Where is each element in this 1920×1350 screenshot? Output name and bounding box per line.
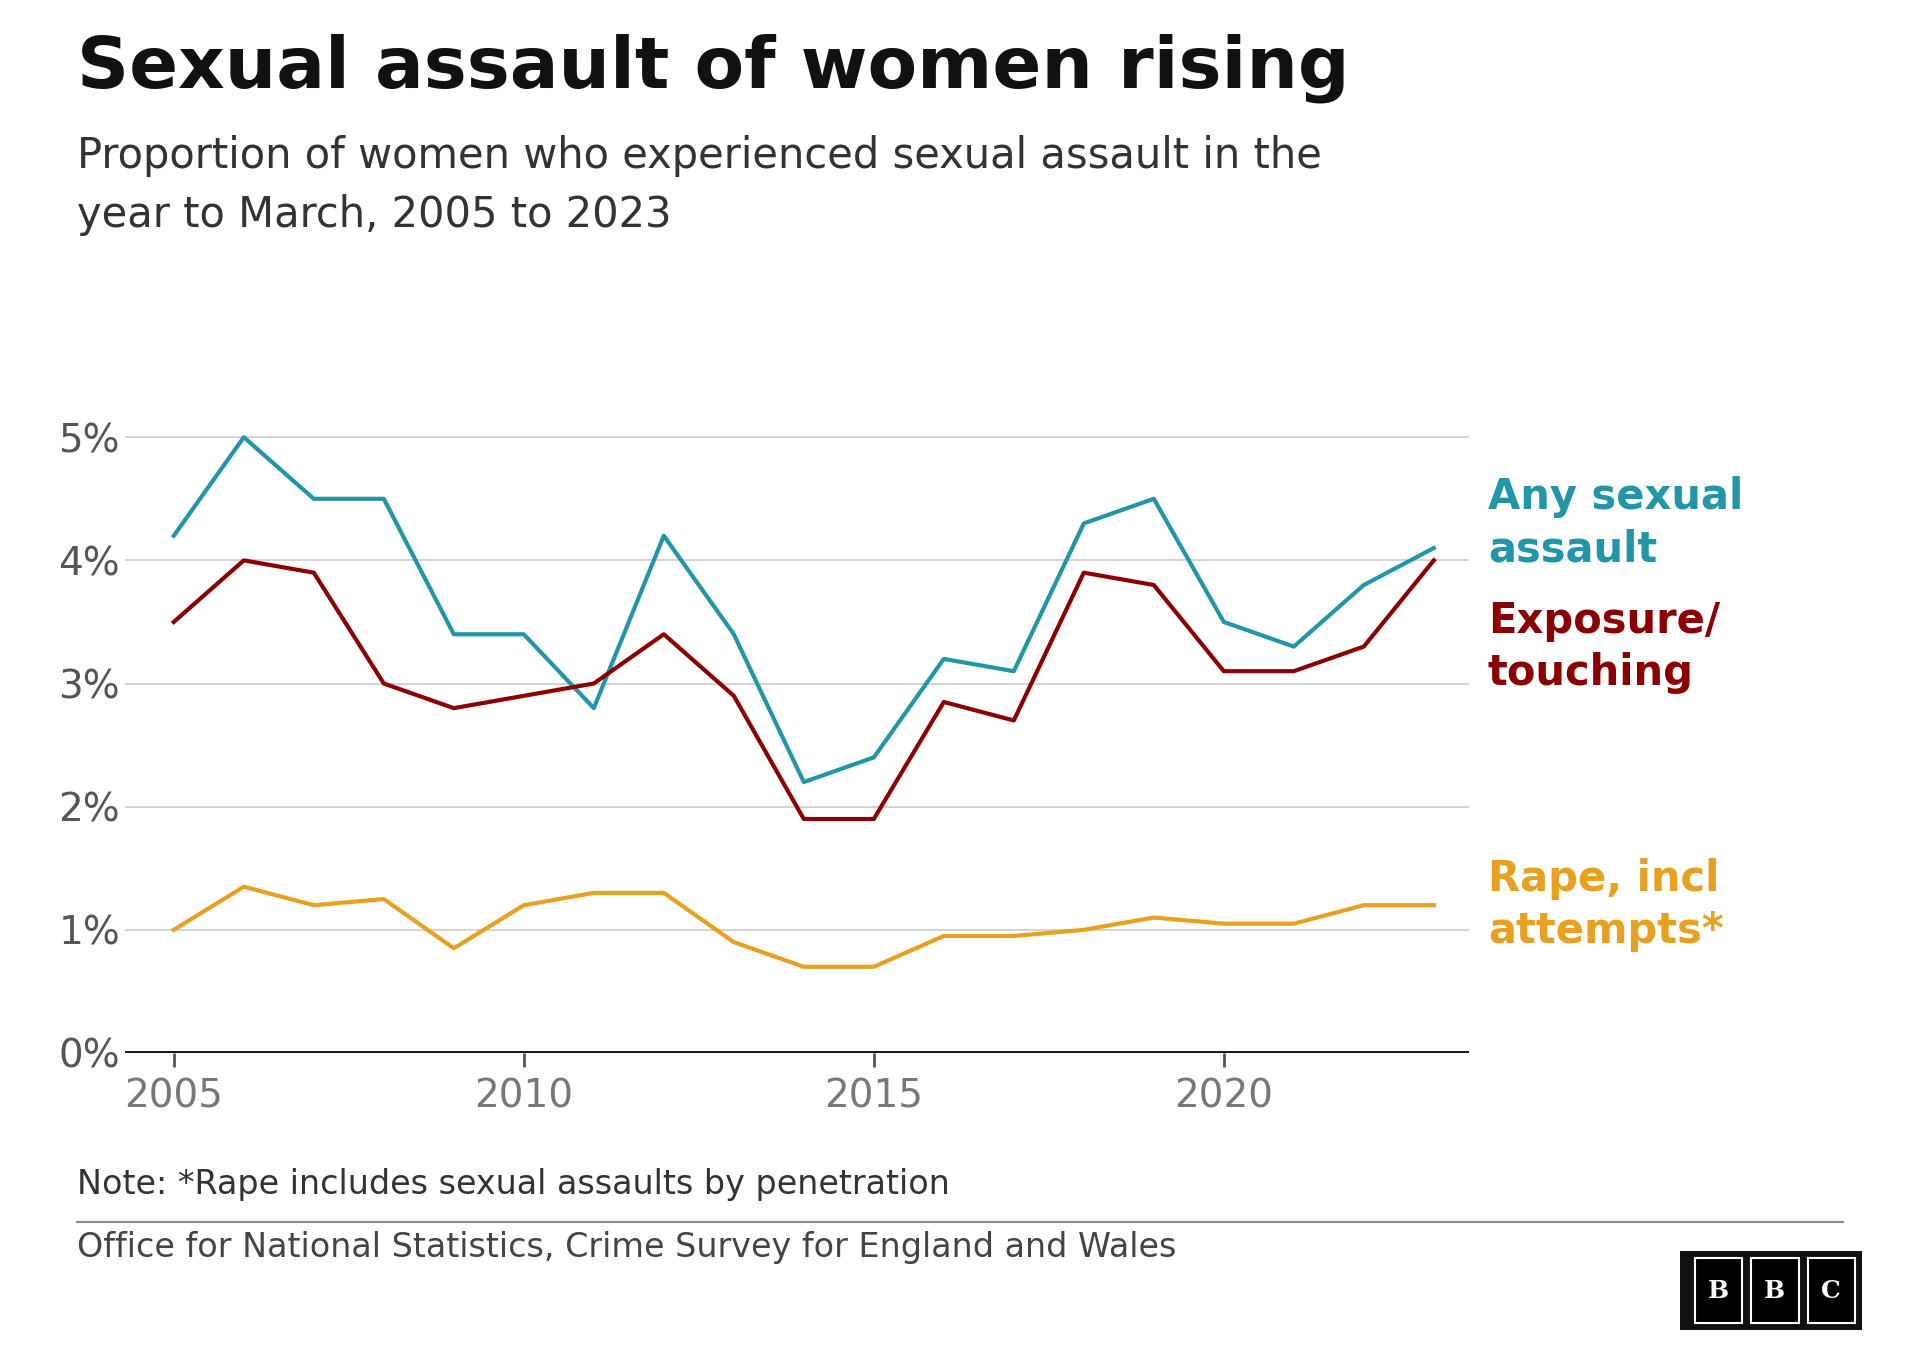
Text: Office for National Statistics, Crime Survey for England and Wales: Office for National Statistics, Crime Su… (77, 1231, 1177, 1264)
Text: Exposure/
touching: Exposure/ touching (1488, 599, 1720, 694)
Bar (1807, 1258, 1855, 1323)
Text: C: C (1822, 1278, 1841, 1303)
Text: Rape, incl
attempts*: Rape, incl attempts* (1488, 859, 1724, 952)
Text: Sexual assault of women rising: Sexual assault of women rising (77, 34, 1350, 103)
Bar (1751, 1258, 1799, 1323)
Text: Proportion of women who experienced sexual assault in the
year to March, 2005 to: Proportion of women who experienced sexu… (77, 135, 1321, 235)
Bar (1695, 1258, 1741, 1323)
Text: B: B (1764, 1278, 1786, 1303)
Text: Note: *Rape includes sexual assaults by penetration: Note: *Rape includes sexual assaults by … (77, 1168, 950, 1200)
Text: Any sexual
assault: Any sexual assault (1488, 477, 1743, 570)
Text: B: B (1707, 1278, 1728, 1303)
